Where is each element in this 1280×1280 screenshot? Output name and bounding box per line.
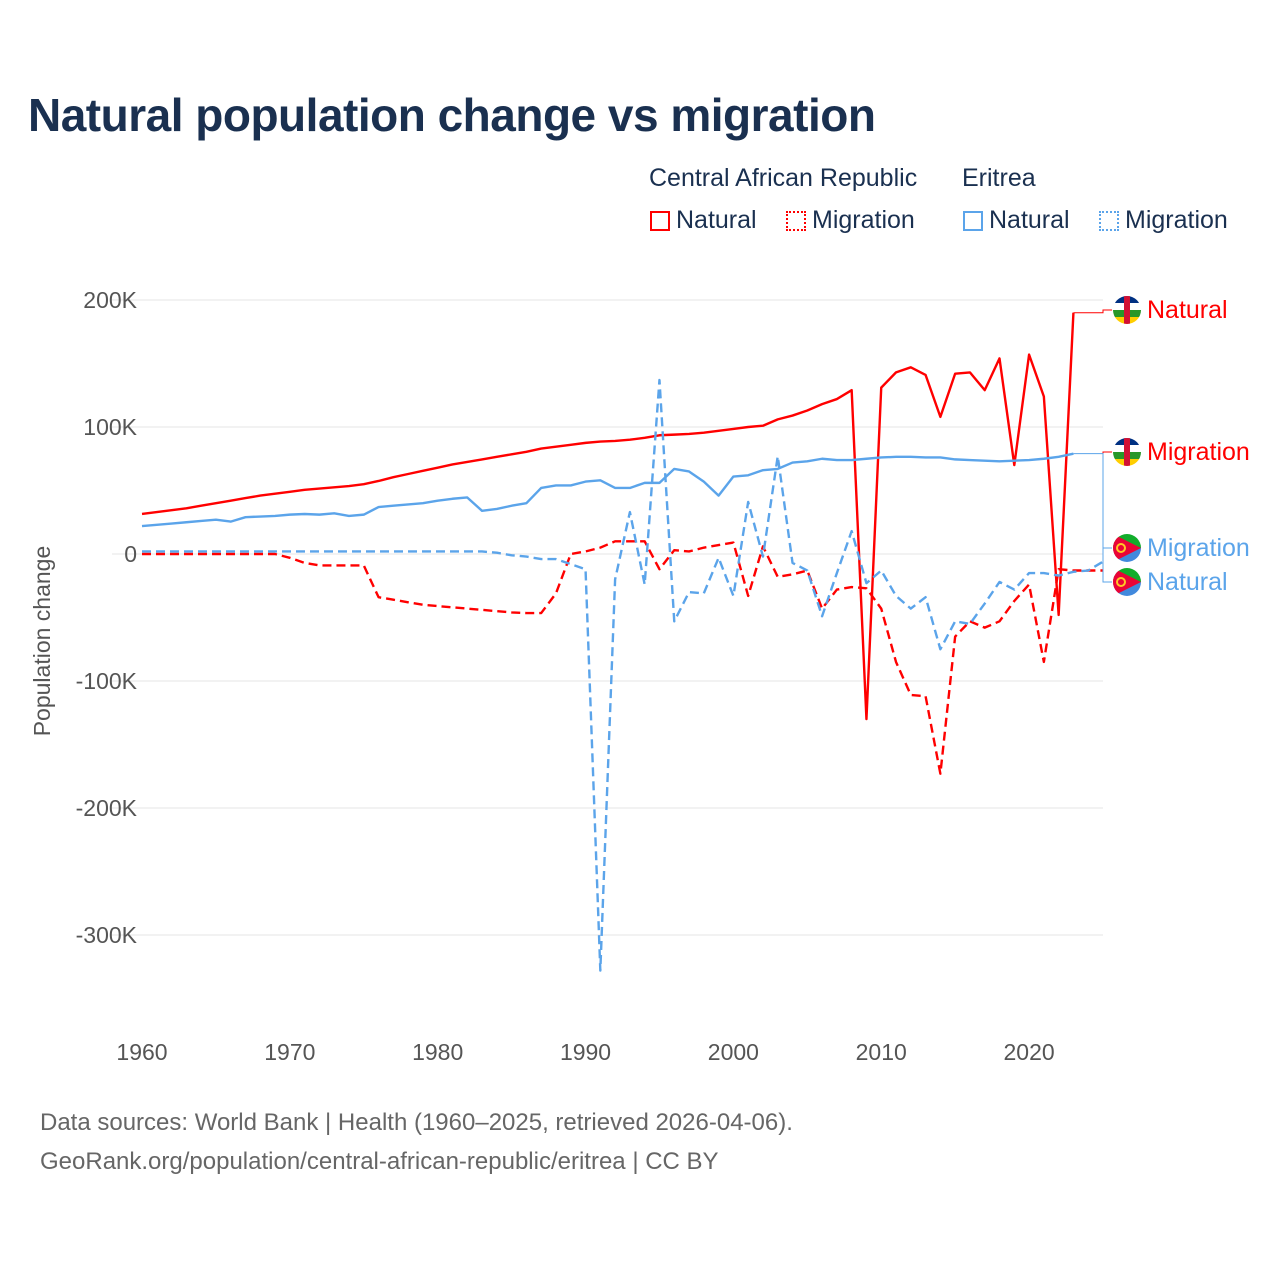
y-tick-label: -200K xyxy=(76,795,138,821)
series-line-central-african-republic-natural xyxy=(141,312,1075,721)
series-end-label: Migration xyxy=(1147,438,1250,466)
legend-car-migration[interactable]: Migration xyxy=(786,206,915,235)
x-tick-label: 2000 xyxy=(708,1039,759,1065)
x-tick-label: 2020 xyxy=(1003,1039,1054,1065)
legend-label: Natural xyxy=(989,206,1070,234)
chart-title: Natural population change vs migration xyxy=(28,89,876,141)
x-tick-label: 1970 xyxy=(264,1039,315,1065)
x-tick-label: 2010 xyxy=(856,1039,907,1065)
car-flag-icon xyxy=(1113,438,1141,466)
legend-eritrea-natural[interactable]: Natural xyxy=(963,206,1070,235)
legend-eritrea-migration[interactable]: Migration xyxy=(1099,206,1228,235)
legend-group-car: Central African Republic xyxy=(649,164,918,192)
y-tick-label: -100K xyxy=(76,668,138,694)
y-tick-label: -300K xyxy=(76,922,138,948)
legend-group-eritrea: Eritrea xyxy=(962,164,1036,192)
series-end-label: Natural xyxy=(1147,296,1228,324)
label-connector xyxy=(1073,309,1112,314)
series-end-label: Natural xyxy=(1147,568,1228,596)
x-tick-label: 1960 xyxy=(116,1039,167,1065)
footer-sources: Data sources: World Bank | Health (1960–… xyxy=(40,1109,793,1136)
legend-label: Natural xyxy=(676,206,757,234)
dotted-swatch-icon xyxy=(786,210,806,231)
dotted-swatch-icon xyxy=(1099,210,1119,231)
y-tick-label: 100K xyxy=(83,414,137,440)
label-connector xyxy=(1102,451,1112,571)
series-line-eritrea-natural xyxy=(141,452,1074,528)
solid-swatch-icon xyxy=(963,210,983,231)
series-end-label: Migration xyxy=(1147,534,1250,562)
x-tick-label: 1980 xyxy=(412,1039,463,1065)
eritrea-flag-icon xyxy=(1113,534,1141,562)
footer-url[interactable]: GeoRank.org/population/central-african-r… xyxy=(40,1148,719,1175)
y-axis-label: Population change xyxy=(29,546,55,737)
label-connector xyxy=(1073,453,1112,583)
solid-swatch-icon xyxy=(650,210,670,231)
series-line-eritrea-migration xyxy=(142,378,1104,972)
label-connector xyxy=(1102,547,1112,562)
legend-label: Migration xyxy=(1125,206,1228,234)
y-tick-label: 0 xyxy=(124,541,137,567)
legend-car-natural[interactable]: Natural xyxy=(650,206,757,235)
series-line-central-african-republic-migration xyxy=(142,540,1103,775)
eritrea-flag-icon xyxy=(1113,568,1141,596)
x-tick-label: 1990 xyxy=(560,1039,611,1065)
y-tick-label: 200K xyxy=(83,287,137,313)
car-flag-icon xyxy=(1113,296,1141,324)
legend-label: Migration xyxy=(812,206,915,234)
